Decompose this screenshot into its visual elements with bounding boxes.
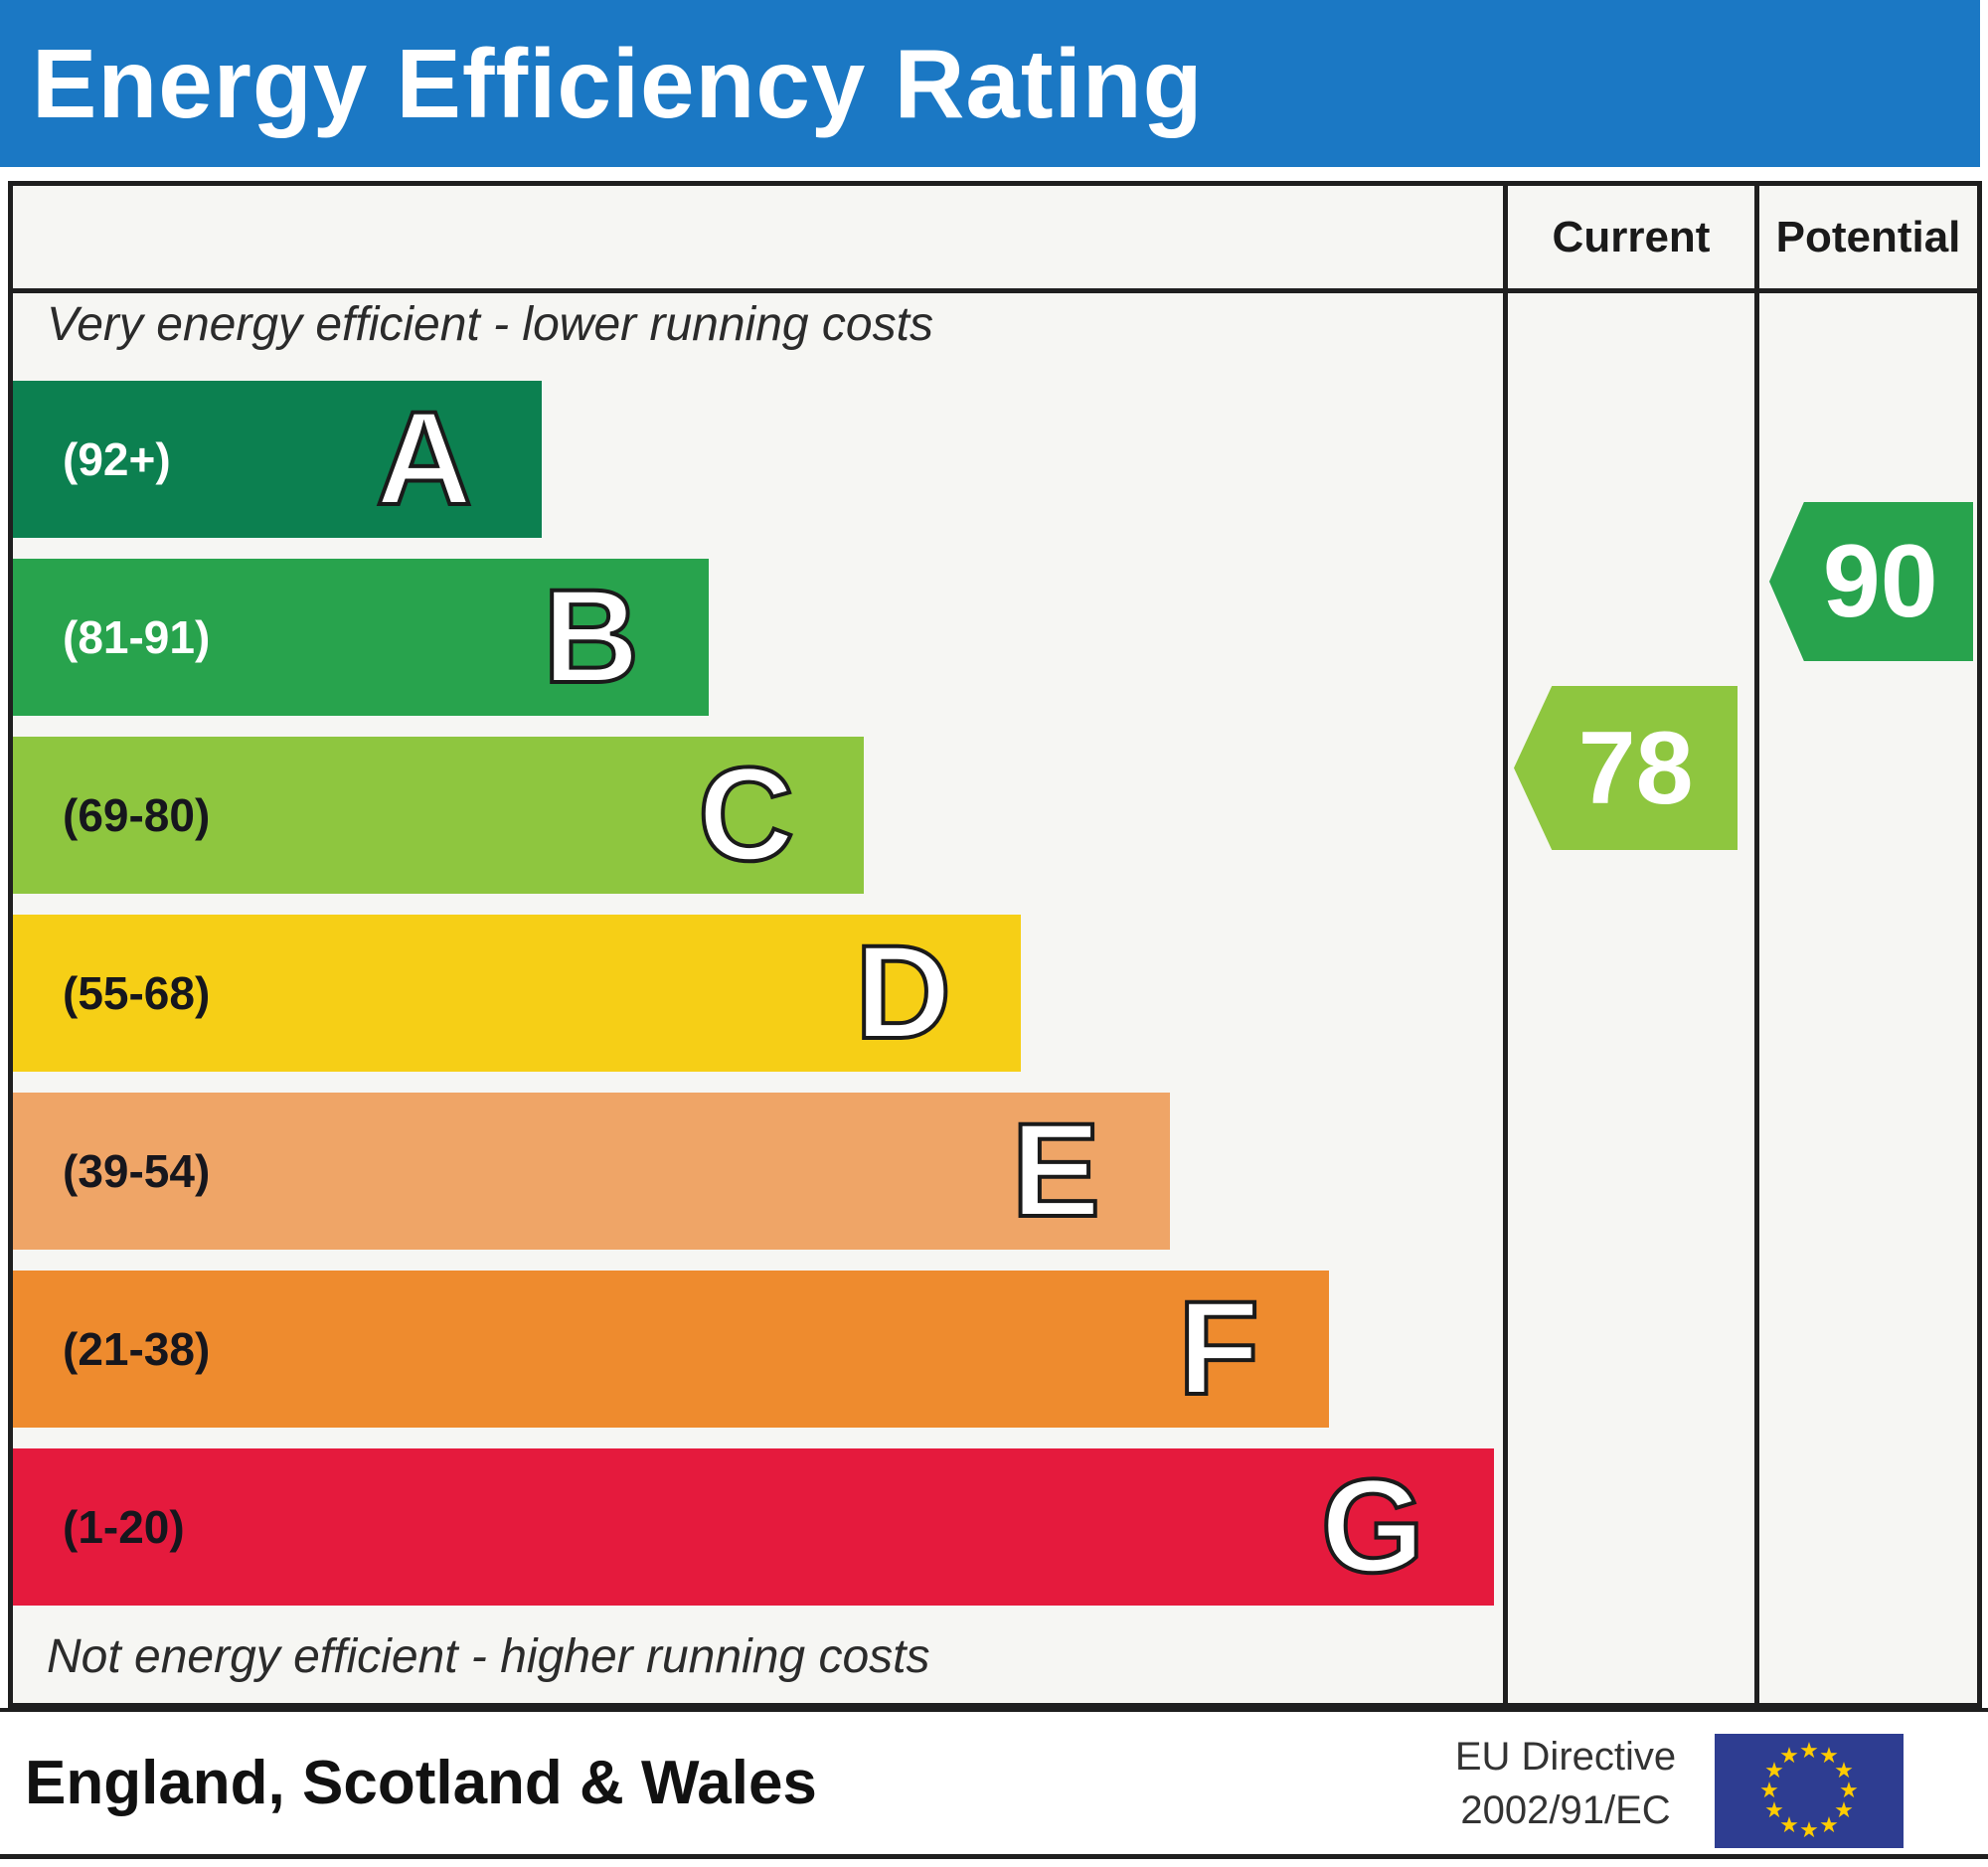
band-letter-f: F (1176, 1274, 1261, 1423)
band-letter-e: E (1010, 1097, 1102, 1245)
band-range-g: (1-20) (63, 1501, 185, 1553)
band-range-f: (21-38) (63, 1323, 211, 1375)
band-letter-c: C (696, 741, 796, 889)
band-bar-e: (39-54) E (13, 1093, 1170, 1250)
eu-directive-line1: EU Directive (1454, 1734, 1677, 1779)
column-header-potential: Potential (1775, 212, 1961, 261)
page-title: Energy Efficiency Rating (32, 28, 1204, 138)
current-rating-badge: 78 (1514, 686, 1738, 850)
header-row-divider (13, 288, 1977, 293)
rating-table: Current Potential Very energy efficient … (8, 181, 1982, 1708)
caption-not-efficient: Not energy efficient - higher running co… (47, 1630, 930, 1683)
column-header-current: Current (1552, 212, 1711, 261)
eu-star-icon: ★ (1799, 1738, 1819, 1763)
band-bar-a: (92+) A (13, 381, 542, 538)
eu-star-icon: ★ (1834, 1758, 1854, 1782)
caption-very-efficient: Very energy efficient - lower running co… (47, 298, 933, 351)
eu-star-icon: ★ (1819, 1812, 1839, 1837)
eu-star-icon: ★ (1759, 1778, 1779, 1802)
title-bar: Energy Efficiency Rating (0, 0, 1980, 167)
band-letter-a: A (374, 385, 474, 533)
band-letter-d: D (853, 919, 953, 1067)
current-rating-value: 78 (1577, 710, 1694, 826)
band-bar-b: (81-91) B (13, 559, 709, 716)
eu-star-icon: ★ (1799, 1817, 1819, 1842)
eu-star-icon: ★ (1779, 1812, 1799, 1837)
band-letter-g: G (1319, 1452, 1426, 1601)
band-bar-f: (21-38) F (13, 1271, 1329, 1428)
band-range-b: (81-91) (63, 611, 211, 663)
eu-flag-icon: ★ ★ ★ ★ ★ ★ ★ ★ ★ ★ ★ ★ (1715, 1734, 1904, 1848)
band-range-d: (55-68) (63, 967, 211, 1019)
eu-star-icon: ★ (1839, 1778, 1859, 1802)
band-range-c: (69-80) (63, 789, 211, 841)
eu-star-icon: ★ (1834, 1797, 1854, 1822)
band-bar-d: (55-68) D (13, 915, 1021, 1072)
eu-star-icon: ★ (1819, 1743, 1839, 1768)
eu-star-icon: ★ (1764, 1758, 1784, 1782)
eu-directive-line2: 2002/91/EC (1460, 1787, 1671, 1832)
rating-table-inner: Current Potential Very energy efficient … (13, 186, 1977, 1703)
band-bar-g: (1-20) G (13, 1448, 1494, 1606)
band-bar-c: (69-80) C (13, 737, 864, 894)
eu-star-icon: ★ (1764, 1797, 1784, 1822)
eu-star-icon: ★ (1779, 1743, 1799, 1768)
footer-bar: England, Scotland & Wales EU Directive 2… (0, 1708, 1988, 1859)
band-range-e: (39-54) (63, 1145, 211, 1197)
column-divider-current (1503, 186, 1508, 1703)
band-letter-b: B (541, 563, 641, 711)
potential-rating-value: 90 (1822, 524, 1938, 639)
potential-rating-badge: 90 (1769, 502, 1973, 661)
column-divider-potential (1754, 186, 1759, 1703)
footer-region-label: England, Scotland & Wales (25, 1749, 817, 1817)
eu-directive-label: EU Directive 2002/91/EC (1431, 1712, 1700, 1854)
band-range-a: (92+) (63, 433, 171, 485)
